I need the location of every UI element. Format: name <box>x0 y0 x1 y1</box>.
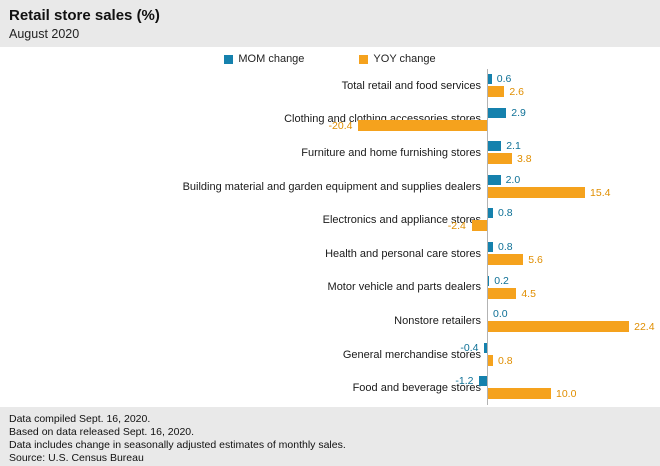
category-row: General merchandise stores -0.4 0.8 <box>0 338 660 372</box>
page-title: Retail store sales (%) <box>9 7 160 24</box>
value-label-yoy: 10.0 <box>556 388 577 401</box>
bar-yoy <box>488 354 494 366</box>
category-row: Food and beverage stores -1.2 10.0 <box>0 371 660 405</box>
bar-yoy <box>488 253 524 265</box>
bar-yoy <box>358 119 487 131</box>
value-label-mom: 0.0 <box>493 308 508 321</box>
bar-mom <box>479 376 487 387</box>
bar-yoy <box>488 86 505 97</box>
category-row: Nonstore retailers 0.0 22.4 <box>0 304 660 338</box>
bar-mom <box>488 107 507 118</box>
value-label-mom: 2.0 <box>505 173 521 186</box>
bar-yoy <box>488 321 630 333</box>
footnote-line: Source: U.S. Census Bureau <box>9 452 144 464</box>
value-label-yoy: 22.4 <box>634 321 655 334</box>
value-label-mom: 2.9 <box>511 106 526 119</box>
category-row: Clothing and clothing accessories stores… <box>0 103 660 137</box>
legend-item-mom: MOM change <box>224 53 304 65</box>
value-label-yoy: -20.4 <box>328 119 353 132</box>
category-row: Health and personal care stores 0.8 5.6 <box>0 237 660 271</box>
category-row: Furniture and home furnishing stores 2.1… <box>0 136 660 170</box>
zero-axis-line <box>487 69 488 405</box>
value-label-mom: 0.8 <box>498 240 513 253</box>
category-row: Total retail and food services 0.6 2.6 <box>0 69 660 103</box>
category-label: General merchandise stores <box>342 348 481 361</box>
value-label-mom: 0.6 <box>496 73 512 85</box>
category-label: Building material and garden equipment a… <box>182 180 481 193</box>
value-label-mom: 0.8 <box>498 207 513 220</box>
bar-chart: MOM change YOY change Total retail and f… <box>0 47 660 407</box>
bar-yoy <box>488 153 512 165</box>
category-label: Furniture and home furnishing stores <box>301 146 481 159</box>
bar-mom <box>488 141 502 152</box>
page-subtitle: August 2020 <box>9 27 80 41</box>
value-label-yoy: -2.4 <box>447 220 466 233</box>
bar-mom <box>488 208 494 219</box>
footnote-line: Based on data released Sept. 16, 2020. <box>9 426 195 438</box>
bar-mom <box>488 74 492 84</box>
value-label-mom: 2.1 <box>506 140 521 153</box>
chart-header: Retail store sales (%) August 2020 <box>0 0 660 47</box>
category-label: Nonstore retailers <box>394 314 481 327</box>
category-label: Total retail and food services <box>341 79 481 92</box>
bar-mom <box>488 241 494 252</box>
legend-item-yoy: YOY change <box>359 53 436 65</box>
mom-swatch-icon <box>224 54 234 64</box>
value-label-yoy: 4.5 <box>521 287 536 300</box>
bar-yoy <box>488 186 586 198</box>
category-row: Electronics and appliance stores 0.8 -2.… <box>0 203 660 237</box>
value-label-mom: 0.2 <box>494 274 509 287</box>
value-label-yoy: 2.6 <box>509 86 524 98</box>
footnote-line: Data includes change in seasonally adjus… <box>9 439 346 451</box>
bar-yoy <box>471 220 487 232</box>
bar-yoy <box>488 388 551 400</box>
category-label: Food and beverage stores <box>352 382 481 395</box>
category-row: Motor vehicle and parts dealers 0.2 4.5 <box>0 271 660 305</box>
bar-mom <box>488 174 501 185</box>
bar-mom <box>484 342 487 353</box>
bar-yoy <box>488 287 517 299</box>
footnote-line: Data compiled Sept. 16, 2020. <box>9 413 151 425</box>
category-label: Electronics and appliance stores <box>322 214 481 227</box>
legend-label-mom: MOM change <box>238 53 305 65</box>
value-label-mom: -1.2 <box>455 375 474 388</box>
chart-legend: MOM change YOY change <box>0 53 660 65</box>
chart-footnotes: Data compiled Sept. 16, 2020. Based on d… <box>0 407 660 466</box>
bar-mom <box>488 275 490 286</box>
category-row: Building material and garden equipment a… <box>0 170 660 204</box>
value-label-yoy: 0.8 <box>498 354 513 367</box>
chart-rows: Total retail and food services 0.6 2.6 C… <box>0 69 660 405</box>
value-label-mom: -0.4 <box>460 341 479 354</box>
yoy-swatch-icon <box>359 54 369 64</box>
value-label-yoy: 15.4 <box>590 186 611 199</box>
category-label: Motor vehicle and parts dealers <box>327 281 481 294</box>
value-label-yoy: 3.8 <box>516 153 532 166</box>
value-label-yoy: 5.6 <box>528 253 543 266</box>
legend-label-yoy: YOY change <box>373 53 436 65</box>
category-label: Health and personal care stores <box>325 247 481 260</box>
